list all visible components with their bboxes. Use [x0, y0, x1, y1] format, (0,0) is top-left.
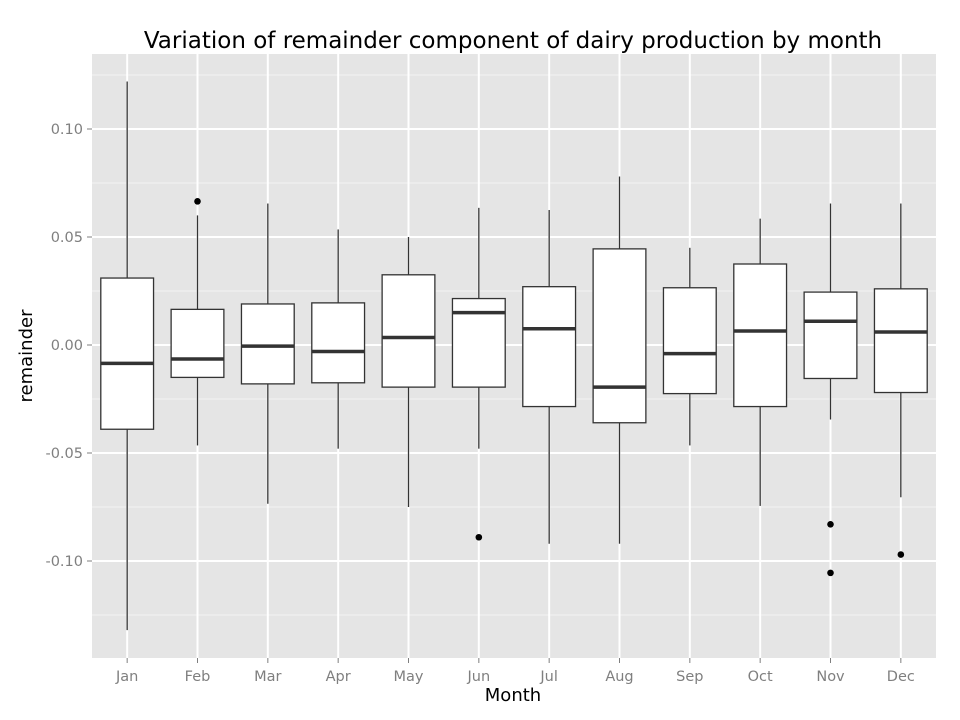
- box-iqr: [240, 303, 295, 385]
- outlier-point: [475, 533, 483, 541]
- box-iqr: [733, 263, 788, 408]
- x-tick-label: Aug: [605, 669, 633, 685]
- box-feb: [170, 198, 225, 446]
- x-tick-label: Mar: [254, 669, 281, 685]
- box-iqr: [170, 308, 225, 379]
- box-oct: [733, 218, 788, 506]
- y-tick-label: -0.10: [45, 554, 83, 570]
- y-tick-label: 0.00: [51, 338, 83, 354]
- outlier-point: [194, 198, 201, 205]
- box-mar: [240, 203, 295, 504]
- plot-panel: [92, 54, 936, 658]
- x-tick-label: Oct: [748, 669, 773, 685]
- outlier-point: [897, 551, 905, 558]
- box-apr: [311, 229, 366, 449]
- box-iqr: [100, 277, 155, 430]
- outlier-point: [827, 520, 834, 528]
- x-tick-label: Jan: [115, 669, 138, 685]
- x-tick-label: Jul: [539, 669, 558, 685]
- box-sep: [662, 247, 717, 446]
- box-iqr: [522, 286, 577, 408]
- box-iqr: [803, 291, 858, 380]
- y-axis-ticks: -0.10 -0.05 0.00 0.05 0.10: [45, 122, 92, 570]
- x-tick-label: Jun: [467, 669, 491, 685]
- boxes: [100, 81, 928, 631]
- box-jul: [522, 210, 577, 544]
- box-aug: [592, 176, 647, 544]
- box-jan: [100, 81, 155, 631]
- box-dec: [873, 203, 928, 558]
- x-tick-label: Feb: [185, 669, 211, 685]
- box-iqr: [381, 274, 436, 388]
- x-tick-label: Dec: [887, 669, 915, 685]
- y-tick-label: 0.10: [51, 122, 83, 138]
- box-nov: [803, 203, 858, 577]
- x-axis-ticks: Jan Feb Mar Apr May Jun Jul Aug Sep Oct Nov Dec: [115, 658, 915, 685]
- y-tick-label: 0.05: [51, 230, 83, 246]
- box-iqr: [311, 302, 366, 384]
- y-axis-title: remainder: [16, 309, 37, 403]
- box-iqr: [592, 248, 647, 424]
- x-tick-label: Apr: [326, 669, 351, 685]
- box-jun: [451, 207, 506, 541]
- x-axis-title: Month: [485, 685, 541, 706]
- x-tick-label: Nov: [816, 669, 845, 685]
- x-tick-label: May: [394, 669, 424, 685]
- y-tick-label: -0.05: [45, 446, 83, 462]
- box-iqr: [873, 288, 928, 394]
- outlier-point: [827, 569, 834, 577]
- x-tick-label: Sep: [676, 669, 703, 685]
- chart-title: Variation of remainder component of dair…: [144, 28, 882, 54]
- box-iqr: [662, 287, 717, 395]
- box-may: [381, 237, 436, 507]
